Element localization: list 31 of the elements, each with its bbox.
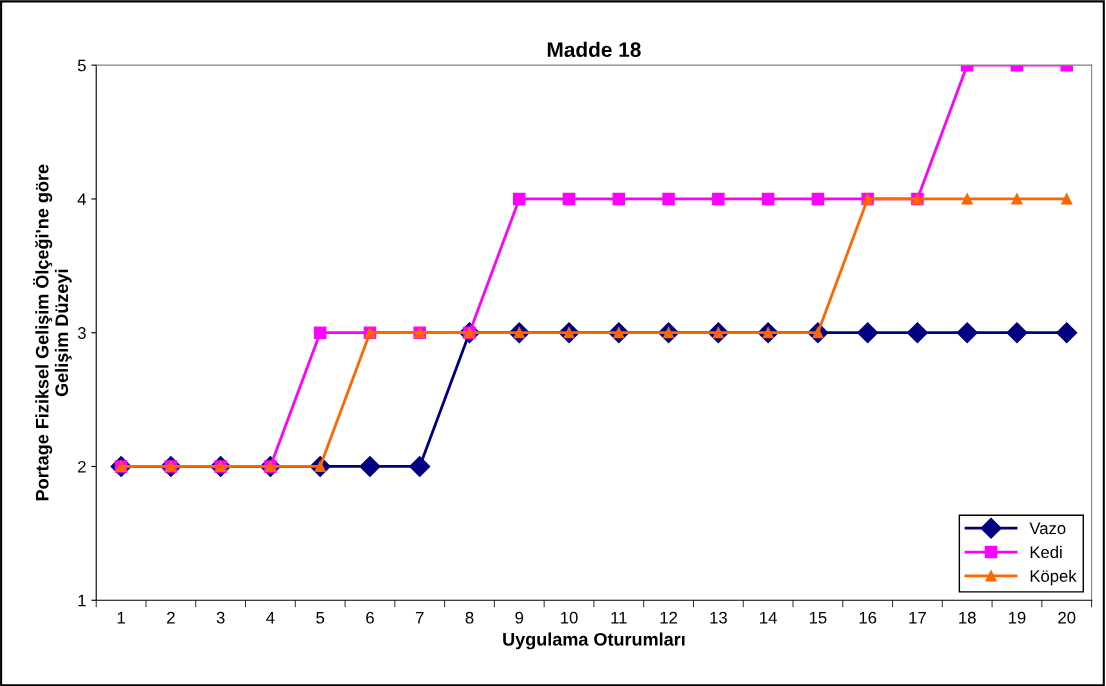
x-axis-title: Uygulama Oturumları [503, 632, 685, 650]
x-tick-label: 6 [366, 611, 374, 624]
x-tick-label: 8 [465, 611, 474, 624]
y-tick-label: 4 [77, 193, 87, 205]
x-tick-label: 5 [316, 611, 325, 624]
x-tick-label: 3 [216, 611, 225, 624]
y-tick-label: 3 [77, 327, 86, 339]
x-tick-label: 1 [117, 611, 125, 624]
x-tick-label: 20 [1058, 611, 1076, 624]
x-tick-label: 15 [809, 611, 827, 624]
x-tick-label: 9 [515, 611, 524, 624]
legend-label: Kedi [1030, 545, 1062, 559]
y-axis-title: Portage Fiziksel Gelişim Ölçeği'ne göre Gelişim Düzeyi [32, 164, 72, 501]
x-tick-label: 19 [1008, 611, 1026, 624]
legend-label: Köpek [1030, 569, 1077, 586]
x-tick-label: 16 [859, 611, 877, 624]
legend-label: Vazo [1029, 522, 1066, 535]
x-tick-label: 4 [266, 611, 275, 624]
x-tick-label: 18 [959, 611, 976, 624]
x-tick-label: 14 [760, 611, 777, 624]
x-tick-label: 10 [561, 611, 578, 624]
y-tick-label: 5 [77, 59, 86, 72]
x-tick-label: 11 [611, 611, 627, 624]
y-tick-label: 1 [78, 594, 86, 607]
chart-title: Madde 18 [547, 41, 641, 58]
y-tick-label: 2 [78, 460, 86, 473]
x-tick-label: 17 [909, 611, 926, 624]
x-tick-label: 7 [415, 611, 424, 624]
x-tick-label: 13 [710, 611, 727, 624]
x-tick-label: 12 [660, 611, 678, 624]
x-tick-label: 2 [167, 611, 175, 624]
